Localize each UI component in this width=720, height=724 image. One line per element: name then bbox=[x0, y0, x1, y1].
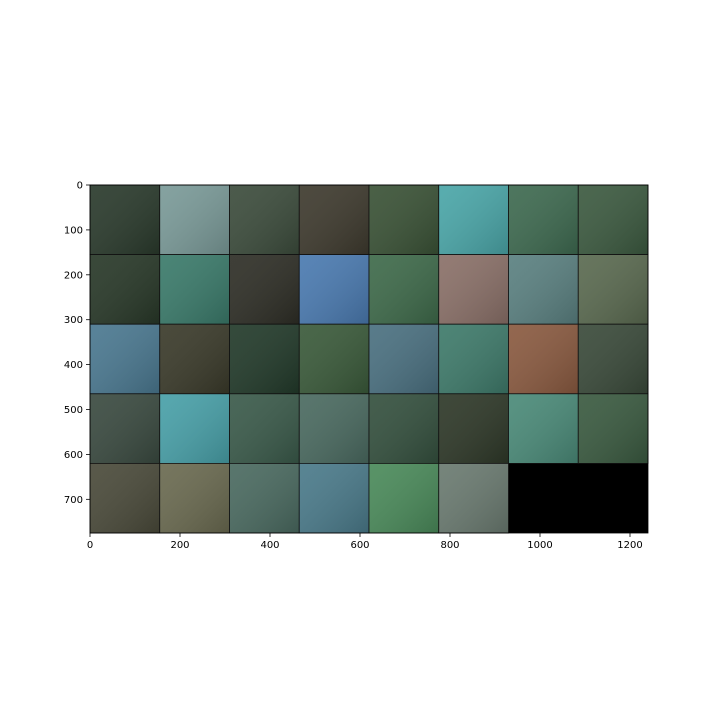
tile-shade bbox=[90, 393, 160, 464]
y-tick-label: 100 bbox=[64, 225, 83, 236]
y-tick-label: 300 bbox=[64, 315, 83, 326]
tile-shade bbox=[369, 254, 439, 325]
x-tick-label: 600 bbox=[350, 540, 369, 551]
tile-shade bbox=[159, 254, 230, 325]
tile-shade bbox=[159, 185, 230, 255]
y-tick-label: 600 bbox=[64, 450, 83, 461]
tile-shade bbox=[438, 185, 509, 255]
tile-shade bbox=[578, 324, 648, 394]
tile-shade bbox=[578, 185, 648, 255]
tile-shade bbox=[90, 254, 160, 325]
tile-shade bbox=[508, 254, 579, 325]
tile-shade bbox=[90, 324, 160, 394]
x-tick-label: 800 bbox=[440, 540, 459, 551]
tile-shade bbox=[229, 185, 300, 255]
tile-shade bbox=[508, 185, 579, 255]
tile-shade bbox=[369, 185, 439, 255]
tile-shade bbox=[229, 254, 300, 325]
y-tick-label: 500 bbox=[64, 405, 83, 416]
x-tick-label: 0 bbox=[87, 540, 93, 551]
tile-shade bbox=[508, 393, 579, 464]
tile-shade bbox=[578, 393, 648, 464]
x-tick-label: 1200 bbox=[617, 540, 642, 551]
tile-shade bbox=[508, 324, 579, 394]
y-tick-label: 400 bbox=[64, 360, 83, 371]
x-tick-label: 400 bbox=[260, 540, 279, 551]
x-tick-label: 200 bbox=[170, 540, 189, 551]
tile-shade bbox=[299, 463, 369, 533]
tile-shade bbox=[90, 185, 160, 255]
tile-shade bbox=[159, 393, 230, 464]
tile-shade bbox=[299, 185, 369, 255]
tile-shade bbox=[369, 393, 439, 464]
tile-shade bbox=[159, 324, 230, 394]
tile-shade bbox=[369, 463, 439, 533]
tile-shade bbox=[578, 254, 648, 325]
tile-shade bbox=[438, 254, 509, 325]
tile-shade bbox=[369, 324, 439, 394]
tile-shade bbox=[229, 324, 300, 394]
tile-shade bbox=[438, 463, 509, 533]
tile-shade bbox=[90, 463, 160, 533]
tile-shade bbox=[229, 393, 300, 464]
axes-frame bbox=[89, 184, 649, 534]
tile-shade bbox=[438, 324, 509, 394]
tile-shade bbox=[299, 324, 369, 394]
x-tick-label: 1000 bbox=[527, 540, 552, 551]
y-tick-label: 700 bbox=[64, 495, 83, 506]
tile-shade bbox=[229, 463, 300, 533]
tile-shade bbox=[299, 393, 369, 464]
y-tick-label: 0 bbox=[77, 181, 83, 192]
y-tick-label: 200 bbox=[64, 270, 83, 281]
tile-shade bbox=[159, 463, 230, 533]
tile-shade bbox=[299, 254, 369, 325]
tile-shade bbox=[438, 393, 509, 464]
